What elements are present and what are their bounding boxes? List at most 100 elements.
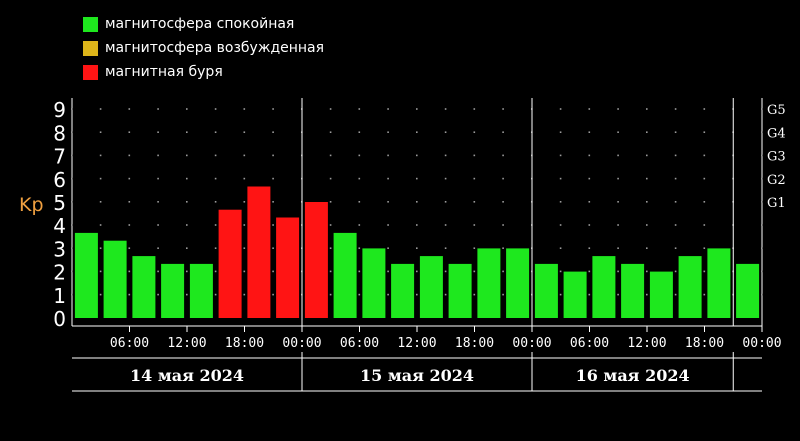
grid-dot bbox=[329, 131, 332, 133]
grid-dot bbox=[559, 224, 562, 226]
kp-bar bbox=[477, 248, 501, 318]
kp-bar bbox=[132, 256, 156, 318]
grid-dot bbox=[186, 247, 188, 249]
grid-dot bbox=[214, 131, 217, 133]
kp-bar bbox=[276, 217, 300, 318]
grid-dot bbox=[588, 201, 591, 203]
grid-dot bbox=[674, 201, 677, 203]
grid-dot bbox=[358, 154, 361, 157]
legend-swatch-storm bbox=[83, 65, 98, 80]
grid-dot bbox=[444, 247, 447, 249]
grid-dot bbox=[243, 201, 246, 203]
grid-dot bbox=[444, 154, 447, 157]
grid-dot bbox=[71, 293, 73, 296]
kp-bar bbox=[74, 232, 98, 318]
grid-dot bbox=[99, 154, 102, 157]
grid-dot bbox=[99, 224, 102, 226]
grid-dot bbox=[646, 293, 648, 296]
kp-bar bbox=[592, 256, 616, 318]
grid-dot bbox=[272, 131, 274, 133]
grid-dot bbox=[761, 270, 763, 273]
grid-dot bbox=[473, 270, 476, 273]
y-tick-label: 5 bbox=[53, 191, 66, 215]
grid-dot bbox=[99, 108, 102, 110]
grid-dot bbox=[128, 154, 131, 157]
grid-dot bbox=[588, 270, 591, 273]
grid-dot bbox=[99, 177, 102, 180]
grid-dot bbox=[703, 270, 706, 273]
legend-label-active: магнитосфера возбужденная bbox=[105, 40, 325, 56]
grid-dot bbox=[272, 247, 274, 249]
kp-bar bbox=[678, 256, 702, 318]
grid-dot bbox=[387, 154, 389, 157]
grid-dot bbox=[502, 270, 504, 273]
grid-dot bbox=[128, 131, 131, 133]
grid-dot bbox=[646, 131, 648, 133]
legend-swatch-quiet bbox=[83, 17, 98, 32]
grid-dot bbox=[329, 247, 332, 249]
x-tick-label: 00:00 bbox=[282, 336, 321, 351]
grid-dot bbox=[588, 131, 591, 133]
grid-dot bbox=[243, 154, 246, 157]
x-tick-label: 12:00 bbox=[397, 336, 436, 351]
grid-dot bbox=[387, 224, 389, 226]
x-tick-label: 00:00 bbox=[742, 336, 781, 351]
grid-dot bbox=[473, 247, 476, 249]
grid-dot bbox=[387, 293, 389, 296]
grid-dot bbox=[473, 131, 476, 133]
grid-dot bbox=[761, 224, 763, 226]
grid-dot bbox=[559, 201, 562, 203]
grid-dot bbox=[473, 293, 476, 296]
grid-dot bbox=[272, 293, 274, 296]
grid-dot bbox=[358, 201, 361, 203]
grid-dot bbox=[387, 270, 389, 273]
grid-dot bbox=[588, 154, 591, 157]
kp-bar bbox=[707, 248, 731, 318]
grid-dot bbox=[416, 224, 418, 226]
grid-dot bbox=[358, 293, 361, 296]
grid-dot bbox=[617, 293, 619, 296]
y-tick-label: 4 bbox=[53, 214, 66, 238]
grid-dot bbox=[444, 270, 447, 273]
x-tick-label: 06:00 bbox=[110, 336, 149, 351]
x-tick-label: 12:00 bbox=[627, 336, 666, 351]
grid-dot bbox=[186, 201, 188, 203]
grid-dot bbox=[358, 177, 361, 180]
kp-bar bbox=[391, 263, 415, 318]
grid-dot bbox=[358, 247, 361, 249]
grid-dot bbox=[157, 224, 159, 226]
grid-dot bbox=[416, 177, 418, 180]
grid-dot bbox=[387, 247, 389, 249]
kp-bar bbox=[736, 263, 760, 318]
date-label: 15 мая 2024 bbox=[360, 366, 474, 385]
grid-dot bbox=[157, 247, 159, 249]
grid-dot bbox=[703, 293, 706, 296]
grid-dot bbox=[128, 293, 131, 296]
y-tick-label: 1 bbox=[53, 284, 66, 308]
grid-dot bbox=[128, 177, 131, 180]
grid-dot bbox=[416, 131, 418, 133]
grid-dot bbox=[214, 224, 217, 226]
grid-dot bbox=[588, 177, 591, 180]
grid-dot bbox=[416, 293, 418, 296]
y-tick-label: 3 bbox=[53, 237, 66, 261]
grid-dot bbox=[674, 270, 677, 273]
kp-bar bbox=[218, 209, 242, 318]
grid-dot bbox=[71, 270, 73, 273]
grid-dot bbox=[761, 131, 763, 133]
grid-dot bbox=[329, 270, 332, 273]
grid-dot bbox=[444, 177, 447, 180]
kp-bar bbox=[448, 263, 472, 318]
y-tick-label: 0 bbox=[53, 307, 66, 331]
grid-dot bbox=[761, 108, 763, 110]
grid-dot bbox=[272, 201, 274, 203]
grid-dot bbox=[157, 270, 159, 273]
grid-dot bbox=[502, 247, 504, 249]
grid-dot bbox=[387, 201, 389, 203]
grid-dot bbox=[674, 131, 677, 133]
grid-dot bbox=[559, 131, 562, 133]
y-tick-label: 8 bbox=[53, 121, 66, 145]
grid-dot bbox=[502, 131, 504, 133]
grid-dot bbox=[703, 131, 706, 133]
grid-dot bbox=[674, 154, 677, 157]
